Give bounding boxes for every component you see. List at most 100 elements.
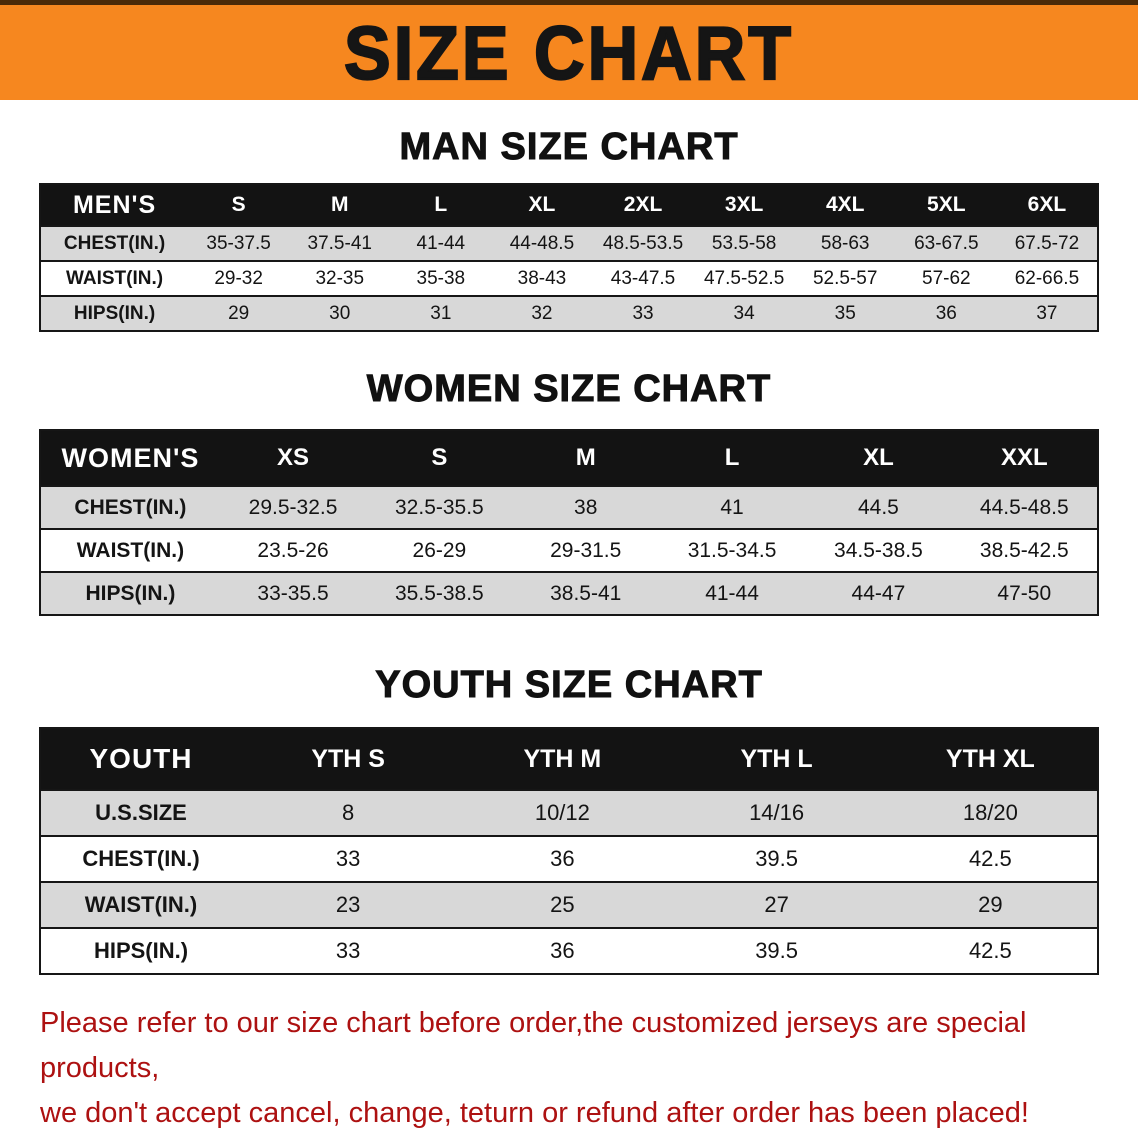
- banner: SIZE CHART: [0, 0, 1138, 100]
- size-value-cell: 32.5-35.5: [395, 495, 484, 519]
- youth-size-table: YOUTH YTH S YTH M YTH L YTH XL U.S.SIZE 8 10/12…: [39, 727, 1099, 975]
- size-value-cell: 8: [342, 800, 355, 825]
- size-column-header: XS: [277, 444, 310, 471]
- size-column-header: 4XL: [825, 193, 865, 216]
- table-header-row: MEN'S S M L XL 2XL 3XL 4XL 5XL 6XL: [40, 184, 1098, 226]
- size-value-cell: 10/12: [534, 800, 590, 825]
- footer-notice: Please refer to our size chart before or…: [0, 1001, 1138, 1136]
- size-column-header: L: [724, 444, 740, 471]
- size-value-cell: 53.5-58: [711, 232, 777, 254]
- women-section-heading: WOMEN SIZE CHART: [366, 368, 772, 411]
- table-row: WAIST(IN.) 23 25 27 29: [40, 882, 1098, 928]
- size-column-header: 5XL: [927, 193, 966, 216]
- row-label: CHEST(IN.): [63, 232, 166, 254]
- table-row: U.S.SIZE 8 10/12 14/16 18/20: [40, 790, 1098, 836]
- row-label: CHEST(IN.): [74, 495, 187, 519]
- size-value-cell: 32-35: [315, 267, 365, 289]
- size-value-cell: 18/20: [962, 800, 1018, 825]
- table-row: HIPS(IN.) 33-35.5 35.5-38.5 38.5-41 41-44 44-…: [40, 572, 1098, 615]
- size-value-cell: 41: [720, 495, 744, 519]
- size-value-cell: 44-47: [851, 581, 906, 605]
- size-column-header: M: [331, 193, 349, 216]
- size-value-cell: 39.5: [755, 846, 799, 871]
- size-value-cell: 38.5-42.5: [979, 538, 1069, 562]
- size-value-cell: 52.5-57: [812, 267, 878, 289]
- size-value-cell: 37: [1036, 302, 1058, 324]
- size-value-cell: 26-29: [412, 538, 467, 562]
- section-women: WOMEN SIZE CHART WOMEN'S XS S M L XL XXL CHEST(…: [0, 368, 1138, 616]
- size-value-cell: 36: [935, 302, 957, 324]
- size-column-header: 2XL: [623, 193, 663, 216]
- size-value-cell: 41-44: [416, 232, 466, 254]
- size-value-cell: 38: [574, 495, 598, 519]
- size-value-cell: 33: [335, 846, 361, 871]
- size-value-cell: 48.5-53.5: [602, 232, 684, 254]
- section-youth: YOUTH SIZE CHART YOUTH YTH S YTH M YTH L YTH…: [0, 664, 1138, 975]
- size-value-cell: 23.5-26: [257, 538, 329, 562]
- size-value-cell: 36: [550, 938, 575, 963]
- row-label: HIPS(IN.): [73, 302, 156, 324]
- size-value-cell: 47-50: [997, 581, 1052, 605]
- table-header-row: YOUTH YTH S YTH M YTH L YTH XL: [40, 728, 1098, 790]
- size-value-cell: 44.5: [857, 495, 899, 519]
- table-row: CHEST(IN.) 35-37.5 37.5-41 41-44 44-48.5 48.5…: [40, 226, 1098, 261]
- size-column-header: L: [434, 193, 448, 216]
- row-label: CHEST(IN.): [82, 846, 200, 871]
- size-value-cell: 29-31.5: [550, 538, 622, 562]
- size-value-cell: 29: [978, 892, 1003, 917]
- women-size-table: WOMEN'S XS S M L XL XXL CHEST(IN.) 29.5-32.5 32.5…: [39, 429, 1099, 616]
- size-value-cell: 67.5-72: [1014, 232, 1080, 254]
- size-value-cell: 29-32: [214, 267, 263, 289]
- men-section-heading: MAN SIZE CHART: [399, 126, 739, 169]
- size-value-cell: 38.5-41: [550, 581, 622, 605]
- size-value-cell: 34.5-38.5: [834, 538, 923, 562]
- size-value-cell: 35: [834, 302, 856, 324]
- size-value-cell: 35-37.5: [206, 232, 271, 254]
- size-value-cell: 44-48.5: [509, 232, 575, 254]
- row-label: WAIST(IN.): [84, 892, 198, 917]
- size-value-cell: 57-62: [922, 267, 971, 289]
- size-value-cell: 63-67.5: [914, 232, 979, 254]
- size-column-header: XL: [528, 193, 556, 216]
- size-value-cell: 14/16: [749, 800, 805, 825]
- size-value-cell: 30: [329, 302, 351, 324]
- size-column-header: S: [431, 444, 448, 471]
- men-size-table: MEN'S S M L XL 2XL 3XL 4XL 5XL 6XL CHEST(IN.) 35-37…: [39, 183, 1099, 332]
- size-column-header: S: [231, 193, 246, 216]
- size-column-header: XXL: [1000, 444, 1048, 471]
- size-value-cell: 34: [733, 302, 755, 324]
- size-value-cell: 58-63: [820, 232, 870, 254]
- table-row: HIPS(IN.) 29 30 31 32 33 34 35 36 37: [40, 296, 1098, 331]
- size-value-cell: 33-35.5: [257, 581, 329, 605]
- size-value-cell: 35-38: [416, 267, 466, 289]
- notice-line-1: Please refer to our size chart before or…: [40, 1007, 1027, 1084]
- size-value-cell: 31: [430, 302, 452, 324]
- table-title-cell: MEN'S: [72, 190, 157, 219]
- size-value-cell: 23: [335, 892, 361, 917]
- size-value-cell: 31.5-34.5: [687, 538, 777, 562]
- size-value-cell: 37.5-41: [307, 232, 372, 254]
- size-column-header: YTH M: [523, 744, 602, 773]
- row-label: U.S.SIZE: [95, 800, 187, 825]
- size-column-header: YTH XL: [945, 744, 1035, 773]
- size-value-cell: 38-43: [517, 267, 567, 289]
- table-row: CHEST(IN.) 33 36 39.5 42.5: [40, 836, 1098, 882]
- size-column-header: XL: [863, 444, 894, 471]
- size-column-header: 3XL: [724, 193, 764, 216]
- size-value-cell: 32: [531, 302, 553, 324]
- table-row: CHEST(IN.) 29.5-32.5 32.5-35.5 38 41 44.5 44.5…: [40, 486, 1098, 529]
- section-men: MAN SIZE CHART MEN'S S M L XL 2XL 3XL 4XL 5XL 6XL…: [0, 126, 1138, 332]
- size-value-cell: 27: [764, 892, 789, 917]
- size-value-cell: 42.5: [968, 846, 1012, 871]
- table-row: HIPS(IN.) 33 36 39.5 42.5: [40, 928, 1098, 974]
- size-column-header: 6XL: [1027, 193, 1067, 216]
- size-value-cell: 35.5-38.5: [395, 581, 484, 605]
- size-value-cell: 44.5-48.5: [979, 495, 1069, 519]
- size-value-cell: 33: [335, 938, 361, 963]
- size-value-cell: 29.5-32.5: [248, 495, 338, 519]
- notice-line-2: we don't accept cancel, change, teturn o…: [40, 1096, 1029, 1129]
- size-value-cell: 42.5: [968, 938, 1012, 963]
- size-chart-content: MAN SIZE CHART MEN'S S M L XL 2XL 3XL 4XL 5XL 6XL…: [0, 126, 1138, 975]
- row-label: HIPS(IN.): [93, 938, 189, 963]
